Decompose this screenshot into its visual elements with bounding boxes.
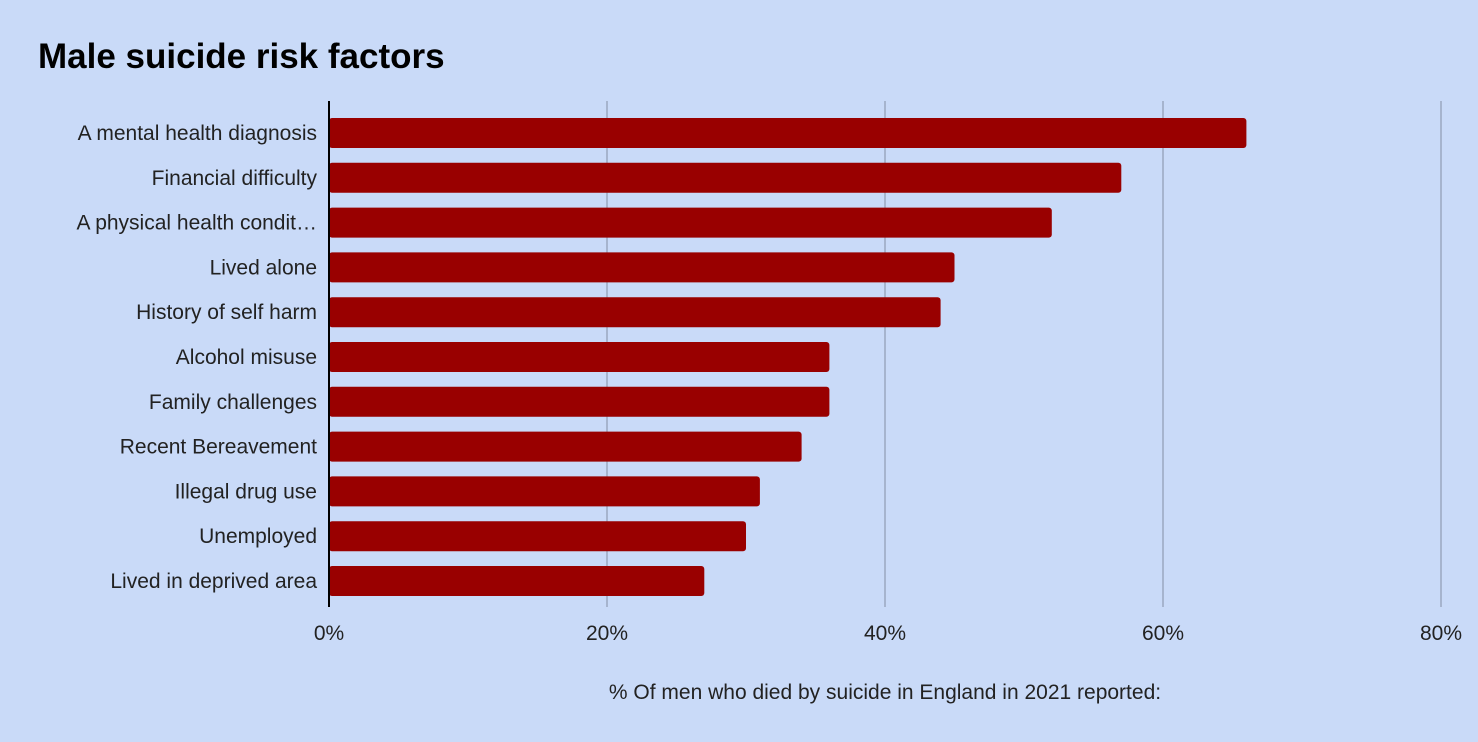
x-axis-title: % Of men who died by suicide in England … xyxy=(609,681,1161,704)
category-label-4: History of self harm xyxy=(136,301,317,324)
bar-9 xyxy=(329,521,746,552)
bars xyxy=(329,118,1247,596)
category-labels: A mental health diagnosis Financial diffi… xyxy=(77,122,318,593)
x-tick-label-3: 60% xyxy=(1142,622,1184,645)
category-label-1: Financial difficulty xyxy=(152,167,318,190)
category-label-5: Alcohol misuse xyxy=(176,346,317,369)
bar-6 xyxy=(329,386,830,417)
x-tick-label-4: 80% xyxy=(1420,622,1462,645)
category-label-7: Recent Bereavement xyxy=(120,436,317,459)
category-label-2: A physical health condit… xyxy=(77,212,317,235)
x-tick-label-1: 20% xyxy=(586,622,628,645)
bar-7 xyxy=(329,431,802,462)
tick-labels: 0% 20% 40% 60% 80% xyxy=(314,622,1462,645)
x-tick-label-2: 40% xyxy=(864,622,906,645)
bar-8 xyxy=(329,476,760,507)
category-label-8: Illegal drug use xyxy=(175,480,317,503)
bar-1 xyxy=(329,162,1122,193)
bar-0 xyxy=(329,118,1247,148)
bar-10 xyxy=(329,566,705,596)
chart-title: Male suicide risk factors xyxy=(38,37,445,76)
category-label-9: Unemployed xyxy=(199,525,317,548)
category-label-0: A mental health diagnosis xyxy=(78,122,317,145)
category-label-3: Lived alone xyxy=(210,256,317,279)
category-label-10: Lived in deprived area xyxy=(110,570,317,593)
bar-4 xyxy=(329,297,941,328)
bar-5 xyxy=(329,342,830,372)
bar-3 xyxy=(329,252,955,283)
x-tick-label-0: 0% xyxy=(314,622,344,645)
category-label-6: Family challenges xyxy=(149,391,317,414)
bar-2 xyxy=(329,207,1052,238)
